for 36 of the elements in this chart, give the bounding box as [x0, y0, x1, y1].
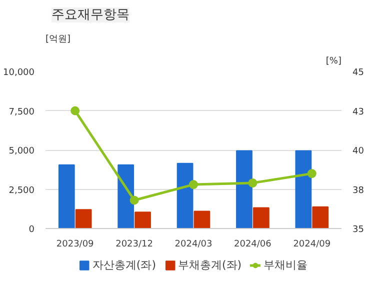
point [307, 169, 316, 178]
x-tick-label: 2023/09 [56, 240, 94, 250]
y2-tick-label: 45 [352, 68, 364, 78]
x-tick-label: 2023/12 [116, 240, 153, 250]
y2-axis-title: [%] [326, 56, 342, 66]
y2-tick-label: 43 [352, 107, 364, 118]
y-axis-title: [억원] [46, 34, 71, 44]
point [189, 180, 198, 190]
y2-tick-label: 40 [352, 146, 364, 156]
point [248, 178, 258, 188]
x-tick-label: 2024/03 [174, 240, 212, 250]
chart-title: 주요재무항목 [52, 8, 130, 22]
legend-label: 자산총계(좌) [92, 258, 156, 272]
legend-label: 부채총계(좌) [178, 258, 242, 272]
y2-tick-label: 35 [352, 225, 364, 235]
x-tick-label: 2024/09 [293, 240, 331, 250]
bar [176, 162, 194, 228]
y-tick-label: 2,500 [8, 186, 35, 196]
bar [236, 150, 252, 228]
y2-tick-label: 38 [352, 186, 364, 196]
point [130, 196, 139, 205]
bar [118, 164, 134, 228]
bar [134, 212, 151, 228]
bar [252, 207, 270, 228]
y-tick-label: 10,000 [3, 68, 35, 78]
bar [295, 150, 312, 228]
bar [58, 164, 75, 228]
point [70, 106, 80, 116]
x-tick-label: 2024/06 [234, 240, 272, 250]
y-tick-label: 0 [28, 225, 35, 235]
bar [194, 210, 210, 228]
bar [75, 209, 92, 228]
legend-label: 부채비율 [264, 258, 308, 272]
bar [312, 206, 329, 228]
y-tick-label: 7,500 [8, 107, 35, 118]
y-tick-label: 5,000 [8, 146, 35, 156]
